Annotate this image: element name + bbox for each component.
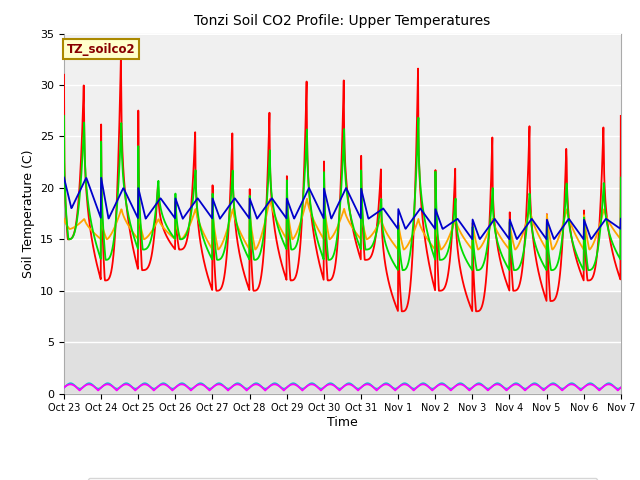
Line: Tree2 -4cm: Tree2 -4cm xyxy=(64,384,621,391)
X-axis label: Time: Time xyxy=(327,416,358,429)
Text: TZ_soilco2: TZ_soilco2 xyxy=(67,43,136,56)
Tree2 -4cm xyxy=(252,382,260,387)
Open -2cm xyxy=(429,281,437,287)
Open -2cm xyxy=(502,279,510,285)
Tree2 -4cm xyxy=(261,388,269,394)
Tree -4cm xyxy=(617,216,625,222)
Tree -2cm xyxy=(184,227,191,232)
Open -2cm xyxy=(246,233,254,239)
Open -4cm xyxy=(170,235,178,241)
Tree -4cm xyxy=(170,215,178,220)
Line: Tree -4cm: Tree -4cm xyxy=(64,178,621,239)
Open -2cm xyxy=(552,295,559,301)
Tree2 -4cm xyxy=(170,386,178,392)
Tree2 -4cm xyxy=(552,382,559,388)
Tree -2cm xyxy=(552,242,559,248)
Tree2 -2cm xyxy=(596,386,604,392)
Open -4cm xyxy=(617,175,625,180)
Y-axis label: Soil Temperature (C): Soil Temperature (C) xyxy=(22,149,35,278)
Line: Open -4cm: Open -4cm xyxy=(64,116,621,270)
Open -2cm xyxy=(398,309,406,314)
Line: Open -2cm: Open -2cm xyxy=(64,58,621,312)
Tree2 -2cm xyxy=(605,380,612,386)
Tree -2cm xyxy=(429,245,437,251)
Bar xyxy=(64,291,621,394)
Open -4cm xyxy=(60,113,68,119)
Tree2 -2cm xyxy=(617,384,625,390)
Tree2 -2cm xyxy=(502,385,509,391)
Tree -4cm xyxy=(580,236,588,242)
Tree -4cm xyxy=(184,209,191,215)
Tree -4cm xyxy=(502,231,509,237)
Tree2 -2cm xyxy=(60,384,68,390)
Open -4cm xyxy=(502,261,509,267)
Tree -2cm xyxy=(170,236,178,241)
Bar xyxy=(64,34,621,291)
Open -2cm xyxy=(117,55,125,61)
Tree -4cm xyxy=(429,223,436,228)
Tree -2cm xyxy=(303,196,311,202)
Tree -2cm xyxy=(400,247,408,252)
Tree -2cm xyxy=(617,205,625,211)
Open -4cm xyxy=(551,266,559,272)
Tree2 -4cm xyxy=(246,384,254,390)
Open -4cm xyxy=(246,210,254,216)
Tree2 -4cm xyxy=(502,387,510,393)
Tree2 -4cm xyxy=(429,386,437,392)
Tree2 -4cm xyxy=(184,384,191,390)
Tree2 -4cm xyxy=(60,384,68,390)
Tree2 -2cm xyxy=(551,381,559,386)
Title: Tonzi Soil CO2 Profile: Upper Temperatures: Tonzi Soil CO2 Profile: Upper Temperatur… xyxy=(195,14,490,28)
Line: Tree -2cm: Tree -2cm xyxy=(64,199,621,250)
Tree -4cm xyxy=(60,175,68,180)
Open -2cm xyxy=(60,72,68,78)
Tree -4cm xyxy=(551,236,559,241)
Tree2 -2cm xyxy=(429,386,436,392)
Open -2cm xyxy=(617,113,625,119)
Open -2cm xyxy=(184,230,192,236)
Legend: Open -2cm, Tree -2cm, Open -4cm, Tree -4cm, Tree2 -2cm, Tree2 -4cm: Open -2cm, Tree -2cm, Open -4cm, Tree -4… xyxy=(88,478,597,480)
Open -4cm xyxy=(184,228,191,233)
Open -4cm xyxy=(429,251,437,257)
Open -2cm xyxy=(171,246,179,252)
Tree2 -4cm xyxy=(617,384,625,390)
Tree -2cm xyxy=(246,214,254,220)
Tree -4cm xyxy=(246,197,254,203)
Tree2 -2cm xyxy=(170,385,178,391)
Line: Tree2 -2cm: Tree2 -2cm xyxy=(64,383,621,389)
Tree2 -2cm xyxy=(246,384,254,390)
Tree2 -2cm xyxy=(184,384,191,390)
Open -4cm xyxy=(399,267,406,273)
Tree -2cm xyxy=(502,243,510,249)
Tree -2cm xyxy=(60,216,68,222)
